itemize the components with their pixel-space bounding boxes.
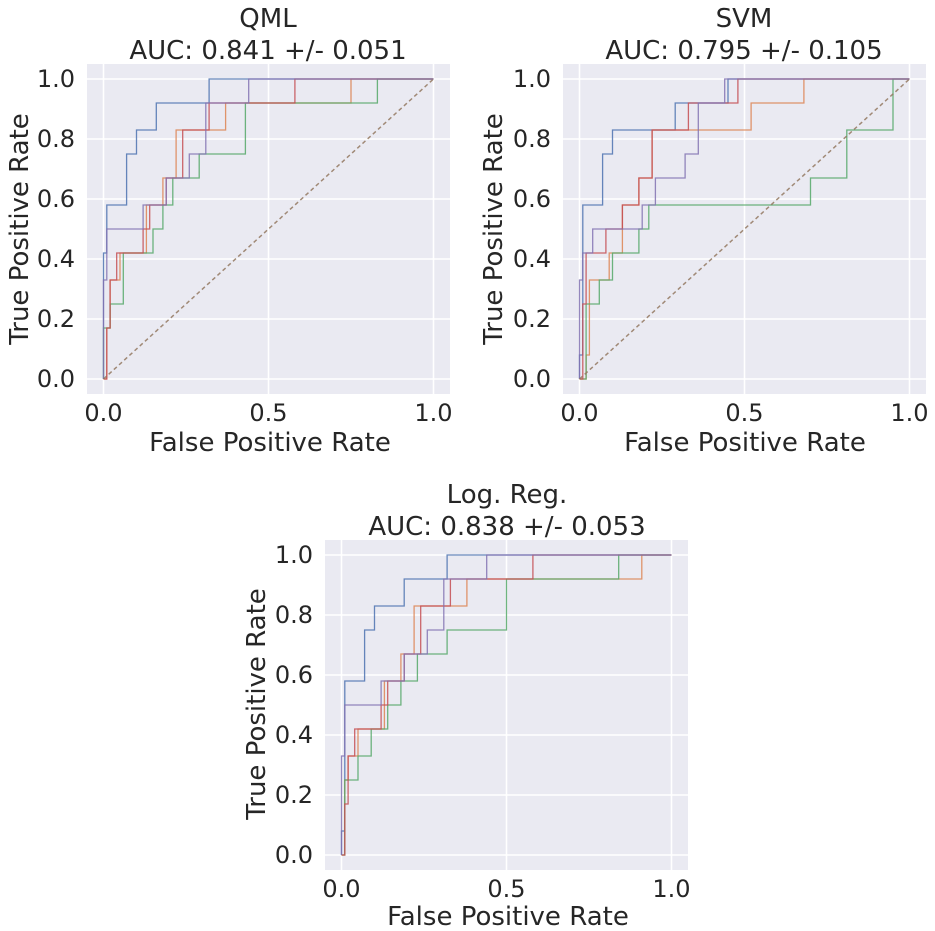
x-axis-label: False Positive Rate (624, 428, 866, 458)
roc-curve-fold-3 (579, 78, 910, 380)
y-tick-label: 1.0 (275, 541, 313, 569)
x-tick-label: 0.0 (560, 399, 598, 427)
chart-subtitle: AUC: 0.838 +/- 0.053 (368, 512, 645, 542)
y-tick-label: 0.2 (37, 305, 75, 333)
roc-curve-fold-5 (578, 78, 910, 379)
x-tick-label: 1.0 (652, 875, 690, 903)
panel-qml: QML AUC: 0.841 +/- 0.051 False Positive … (5, 4, 453, 458)
x-axis-label: False Positive Rate (149, 428, 391, 458)
roc-curve-fold-3 (341, 554, 672, 856)
x-tick-label: 0.5 (725, 399, 763, 427)
y-tick-label: 0.8 (37, 125, 75, 153)
chart-subtitle: AUC: 0.841 +/- 0.051 (129, 36, 406, 66)
y-axis-label: True Positive Rate (5, 113, 35, 346)
y-axis-label: True Positive Rate (479, 113, 509, 346)
y-tick-label: 0.8 (513, 125, 551, 153)
y-tick-label: 0.6 (275, 661, 313, 689)
y-tick-label: 0.6 (37, 185, 75, 213)
x-tick-label: 0.0 (84, 399, 122, 427)
panel-svm: SVM AUC: 0.795 +/- 0.105 False Positive … (479, 4, 929, 458)
x-tick-label: 0.5 (487, 875, 525, 903)
y-axis-label: True Positive Rate (242, 588, 272, 821)
panel-logreg: Log. Reg. AUC: 0.838 +/- 0.053 False Pos… (242, 480, 691, 931)
roc-curve-chance (102, 78, 435, 380)
roc-curve-fold-5 (102, 78, 434, 379)
roc-curve-fold-5 (340, 554, 672, 855)
x-tick-label: 1.0 (414, 399, 452, 427)
y-tick-label: 1.0 (37, 65, 75, 93)
y-tick-label: 0.0 (275, 841, 313, 869)
y-tick-label: 0.2 (275, 781, 313, 809)
y-tick-label: 0.2 (513, 305, 551, 333)
y-tick-label: 0.0 (513, 365, 551, 393)
chart-title: Log. Reg. (447, 480, 568, 510)
roc-curve-fold-4 (103, 78, 434, 380)
x-tick-label: 0.0 (322, 875, 360, 903)
roc-curve-fold-4 (579, 78, 910, 380)
chart-subtitle: AUC: 0.795 +/- 0.105 (605, 36, 882, 66)
roc-curve-fold-1 (102, 78, 434, 379)
chart-title: SVM (716, 4, 773, 34)
y-tick-label: 1.0 (513, 65, 551, 93)
y-tick-label: 0.0 (37, 365, 75, 393)
y-tick-label: 0.4 (513, 245, 551, 273)
roc-curve-fold-4 (341, 554, 672, 856)
chart-title: QML (239, 4, 297, 34)
x-axis-label: False Positive Rate (387, 902, 629, 931)
y-tick-label: 0.4 (37, 245, 75, 273)
x-tick-label: 0.5 (249, 399, 287, 427)
roc-curve-chance (578, 78, 911, 380)
y-tick-label: 0.6 (513, 185, 551, 213)
y-tick-label: 0.8 (275, 601, 313, 629)
y-tick-label: 0.4 (275, 721, 313, 749)
x-tick-label: 1.0 (890, 399, 928, 427)
